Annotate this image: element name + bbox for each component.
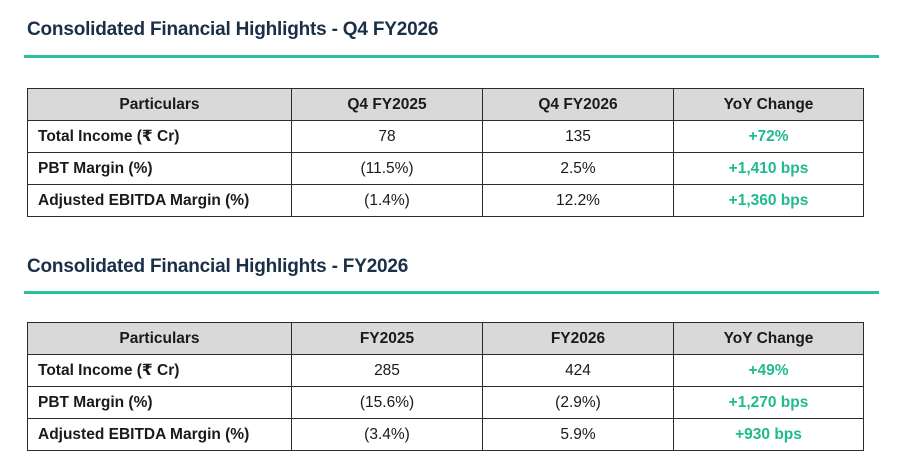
header-curr-period: FY2026	[482, 322, 674, 355]
table-header-row: Particulars Q4 FY2025 Q4 FY2026 YoY Chan…	[27, 88, 864, 121]
financial-table-fy: Particulars FY2025 FY2026 YoY Change Tot…	[27, 322, 864, 451]
header-yoy-change: YoY Change	[673, 88, 864, 121]
prev-value: (3.4%)	[291, 418, 483, 451]
yoy-value: +49%	[673, 354, 864, 387]
prev-value: (15.6%)	[291, 386, 483, 419]
table-header-row: Particulars FY2025 FY2026 YoY Change	[27, 322, 864, 355]
table-row: PBT Margin (%) (15.6%) (2.9%) +1,270 bps	[27, 386, 864, 419]
table-row: Total Income (₹ Cr) 78 135 +72%	[27, 120, 864, 153]
section-title: Consolidated Financial Highlights - Q4 F…	[27, 19, 439, 40]
header-curr-period: Q4 FY2026	[482, 88, 674, 121]
yoy-value: +1,360 bps	[673, 184, 864, 217]
row-label: PBT Margin (%)	[27, 386, 292, 419]
curr-value: 2.5%	[482, 152, 674, 185]
prev-value: (1.4%)	[291, 184, 483, 217]
prev-value: 78	[291, 120, 483, 153]
yoy-value: +72%	[673, 120, 864, 153]
prev-value: (11.5%)	[291, 152, 483, 185]
header-yoy-change: YoY Change	[673, 322, 864, 355]
row-label: Adjusted EBITDA Margin (%)	[27, 184, 292, 217]
table-row: PBT Margin (%) (11.5%) 2.5% +1,410 bps	[27, 152, 864, 185]
table-row: Adjusted EBITDA Margin (%) (3.4%) 5.9% +…	[27, 418, 864, 451]
row-label: Total Income (₹ Cr)	[27, 354, 292, 387]
yoy-value: +1,410 bps	[673, 152, 864, 185]
header-particulars: Particulars	[27, 322, 292, 355]
header-prev-period: Q4 FY2025	[291, 88, 483, 121]
row-label: Total Income (₹ Cr)	[27, 120, 292, 153]
table-row: Adjusted EBITDA Margin (%) (1.4%) 12.2% …	[27, 184, 864, 217]
table-row: Total Income (₹ Cr) 285 424 +49%	[27, 354, 864, 387]
financial-table-q4: Particulars Q4 FY2025 Q4 FY2026 YoY Chan…	[27, 88, 864, 217]
curr-value: 12.2%	[482, 184, 674, 217]
curr-value: 5.9%	[482, 418, 674, 451]
curr-value: 135	[482, 120, 674, 153]
prev-value: 285	[291, 354, 483, 387]
section-title: Consolidated Financial Highlights - FY20…	[27, 256, 409, 277]
curr-value: 424	[482, 354, 674, 387]
header-prev-period: FY2025	[291, 322, 483, 355]
row-label: Adjusted EBITDA Margin (%)	[27, 418, 292, 451]
yoy-value: +1,270 bps	[673, 386, 864, 419]
title-divider	[24, 55, 879, 58]
yoy-value: +930 bps	[673, 418, 864, 451]
header-particulars: Particulars	[27, 88, 292, 121]
title-divider	[24, 291, 879, 294]
row-label: PBT Margin (%)	[27, 152, 292, 185]
curr-value: (2.9%)	[482, 386, 674, 419]
